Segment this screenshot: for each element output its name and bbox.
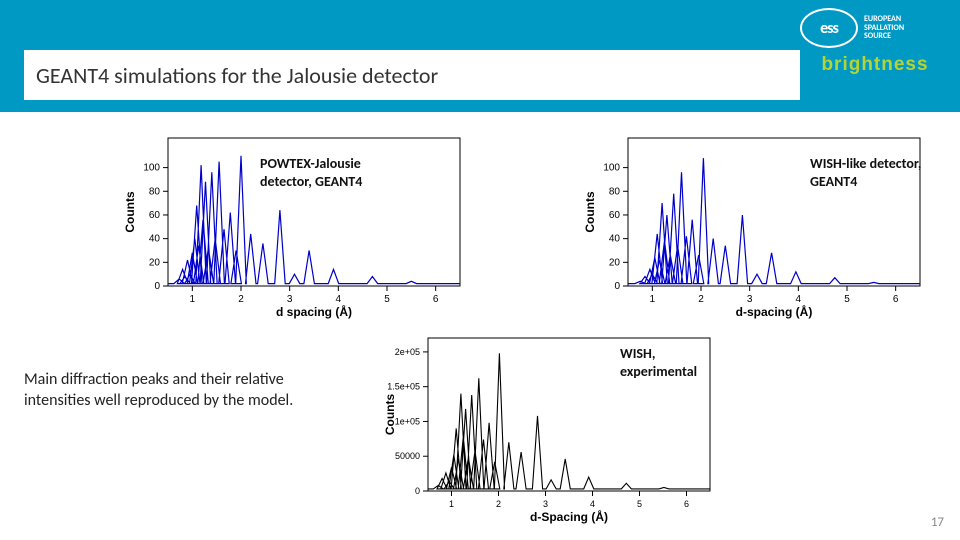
- svg-text:3: 3: [543, 499, 548, 509]
- svg-text:6: 6: [684, 499, 689, 509]
- ess-logo-mark: ess: [800, 8, 858, 48]
- slide-title-text: GEANT4 simulations for the Jalousie dete…: [36, 62, 438, 89]
- svg-text:5: 5: [637, 499, 642, 509]
- svg-text:50000: 50000: [395, 451, 420, 461]
- chart-label-wish-exp: WISH, experimental: [620, 345, 697, 380]
- svg-text:0: 0: [415, 486, 420, 496]
- svg-text:60: 60: [149, 210, 161, 221]
- body-text-content: Main diffraction peaks and their relativ…: [24, 370, 293, 410]
- svg-text:Counts: Counts: [123, 191, 137, 233]
- svg-text:1: 1: [190, 294, 196, 305]
- svg-text:3: 3: [287, 294, 293, 305]
- chart-label-line: POWTEX-Jalousie: [260, 155, 362, 173]
- svg-text:d spacing (Å): d spacing (Å): [276, 304, 352, 319]
- svg-text:40: 40: [609, 234, 621, 245]
- svg-text:5: 5: [384, 294, 390, 305]
- svg-text:80: 80: [149, 186, 161, 197]
- svg-text:20: 20: [609, 257, 621, 268]
- svg-text:0: 0: [614, 281, 620, 292]
- svg-text:4: 4: [796, 294, 802, 305]
- svg-text:6: 6: [893, 294, 899, 305]
- svg-text:5: 5: [844, 294, 850, 305]
- svg-text:3: 3: [747, 294, 753, 305]
- logo-area: ess EUROPEAN SPALLATION SOURCE brightnes…: [800, 8, 950, 76]
- chart-label-line: detector, GEANT4: [260, 173, 362, 191]
- svg-text:d-Spacing (Å): d-Spacing (Å): [530, 509, 608, 524]
- svg-text:1: 1: [650, 294, 656, 305]
- svg-text:4: 4: [336, 294, 342, 305]
- svg-text:60: 60: [609, 210, 621, 221]
- svg-text:2: 2: [698, 294, 704, 305]
- chart-label-wishlike: WISH-like detector, GEANT4: [810, 155, 921, 190]
- svg-text:1.5e+05: 1.5e+05: [387, 382, 420, 392]
- svg-text:Counts: Counts: [583, 191, 597, 233]
- svg-text:2: 2: [496, 499, 501, 509]
- chart-label-line: WISH-like detector,: [810, 155, 921, 173]
- svg-text:80: 80: [609, 186, 621, 197]
- svg-text:2e+05: 2e+05: [395, 347, 420, 357]
- chart-label-powtex: POWTEX-Jalousie detector, GEANT4: [260, 155, 362, 190]
- chart-label-line: WISH,: [620, 345, 697, 363]
- brightness-logo: brightness: [800, 54, 950, 76]
- svg-text:0: 0: [154, 281, 160, 292]
- svg-text:Counts: Counts: [383, 394, 397, 436]
- chart-label-line: experimental: [620, 363, 697, 381]
- ess-text-line: SOURCE: [864, 32, 904, 41]
- svg-text:d-spacing (Å): d-spacing (Å): [736, 304, 813, 319]
- svg-text:2: 2: [238, 294, 244, 305]
- svg-text:40: 40: [149, 234, 161, 245]
- page-number: 17: [931, 515, 944, 530]
- svg-text:1: 1: [449, 499, 454, 509]
- body-text: Main diffraction peaks and their relativ…: [24, 370, 304, 412]
- svg-text:4: 4: [590, 499, 595, 509]
- svg-text:6: 6: [433, 294, 439, 305]
- svg-text:100: 100: [603, 163, 620, 174]
- svg-text:100: 100: [143, 163, 160, 174]
- ess-logo: ess EUROPEAN SPALLATION SOURCE: [800, 8, 950, 48]
- slide-title: GEANT4 simulations for the Jalousie dete…: [24, 50, 800, 100]
- svg-text:1e+05: 1e+05: [395, 416, 420, 426]
- ess-logo-text: EUROPEAN SPALLATION SOURCE: [864, 15, 904, 41]
- chart-label-line: GEANT4: [810, 173, 921, 191]
- svg-text:20: 20: [149, 257, 161, 268]
